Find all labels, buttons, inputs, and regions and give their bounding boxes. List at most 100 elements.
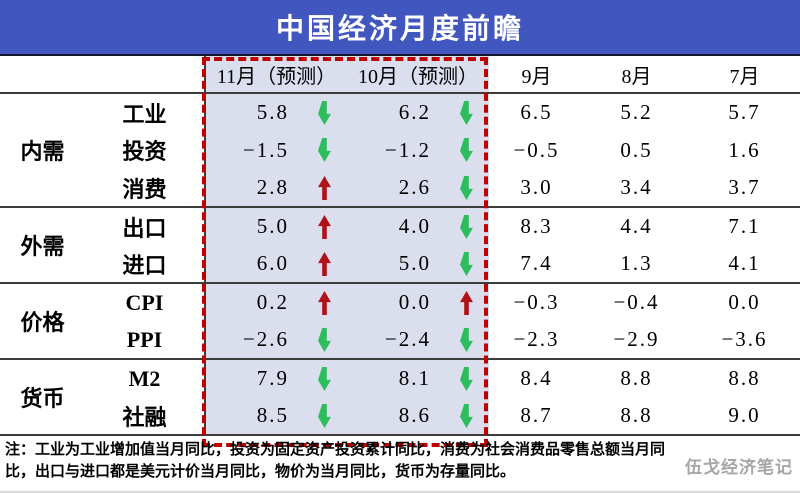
indicator-label: PPI [85, 321, 205, 360]
forecast-value: 5.8 [204, 93, 301, 131]
indicator-label: 工业 [122, 101, 167, 127]
forecast-value: 2.6 [347, 169, 444, 208]
table-row: 进口 6.0 5.0 7.4 1.3 4.1 [0, 245, 800, 284]
indicator-label: 社融 [85, 397, 205, 436]
forecast-value: −2.6 [204, 321, 301, 360]
actual-value: 8.8 [584, 397, 690, 436]
table-row: 价格 CPI 0.2 0.0 −0.3 −0.4 0.0 [0, 283, 800, 360]
actual-value: 0.0 [728, 290, 761, 314]
actual-value: 7.1 [728, 214, 761, 238]
footnote-line-2: 比，出口与进口都是美元计价当月同比，物价为当月同比，货币为存量同比。 [5, 463, 516, 480]
trend-arrow [301, 131, 348, 169]
column-header-aug: 8月 [584, 56, 690, 94]
trend-arrow [443, 131, 490, 169]
footnote-line-1: 注：工业为工业增加值当月同比，投资为固定资产投资累计同比，消费为社会消费品零售总… [5, 442, 666, 458]
indicator-label: 进口 [85, 245, 205, 284]
actual-value: 1.6 [728, 137, 761, 162]
trend-arrow [443, 169, 490, 208]
trend-arrow [443, 245, 490, 284]
trend-arrow [301, 169, 348, 208]
trend-arrow [443, 93, 490, 131]
actual-value: 8.8 [620, 366, 653, 390]
actual-value: 8.4 [520, 366, 553, 390]
column-header-sep: 9月 [489, 56, 585, 94]
forecast-value: 6.2 [347, 93, 444, 131]
trend-arrow [301, 283, 348, 321]
forecast-value: 7.9 [204, 359, 301, 397]
trend-arrow [301, 207, 348, 245]
watermark: 伍戈经济笔记 [685, 458, 793, 477]
group-label-external-demand: 外需 [0, 207, 85, 284]
table-row: 消费 2.8 2.6 3.0 3.4 3.7 [0, 169, 800, 208]
actual-value: −0.3 [513, 290, 560, 314]
indicator-label: 消费 [85, 169, 205, 208]
forecast-value: 0.2 [204, 283, 301, 321]
forecast-value: 6.0 [204, 245, 301, 284]
blank-header-cell [0, 56, 205, 94]
table-row: 内需 工业 5.8 6.2 6.5 5.2 5.7 [0, 93, 800, 208]
actual-value: 0.5 [620, 137, 653, 162]
actual-value: −0.5 [513, 137, 560, 162]
actual-value: 3.7 [689, 169, 800, 208]
actual-value: −3.6 [689, 321, 800, 360]
actual-value: 8.7 [489, 397, 585, 436]
forecast-value: 5.0 [347, 245, 444, 284]
trend-arrow [443, 397, 490, 436]
forecast-table: 11月（预测） 10月（预测） 9月 8月 7月 内需 工业 5.8 6.2 6… [0, 56, 800, 436]
actual-value: 9.0 [689, 397, 800, 436]
indicator-label: 投资 [122, 139, 167, 164]
actual-value: −2.3 [489, 321, 585, 360]
group-label-prices: 价格 [0, 283, 85, 360]
trend-arrow [301, 321, 348, 360]
trend-arrow [301, 245, 348, 284]
forecast-value: 8.5 [204, 397, 301, 436]
trend-arrow [443, 359, 490, 397]
actual-value: 5.7 [728, 100, 761, 124]
trend-arrow [301, 359, 348, 397]
group-label-domestic-demand: 内需 [0, 93, 85, 208]
forecast-value: 0.0 [347, 283, 444, 321]
column-header-jul: 7月 [689, 56, 800, 94]
actual-value: −2.9 [584, 321, 690, 360]
actual-value: 3.4 [584, 169, 690, 208]
column-header-oct-forecast: 10月（预测） [347, 56, 490, 94]
actual-value: 5.2 [620, 100, 653, 124]
group-label-money: 货币 [0, 359, 85, 436]
actual-value: 7.4 [489, 245, 585, 284]
table-row: 投资 −1.5 −1.2 −0.5 0.5 1.6 [0, 131, 800, 169]
page-title: 中国经济月度前瞻 [275, 13, 524, 44]
forecast-value: 2.8 [204, 169, 301, 208]
title-bar: 中国经济月度前瞻 [0, 0, 800, 56]
actual-value: −0.4 [613, 290, 660, 314]
indicator-label: CPI [125, 289, 164, 315]
forecast-value: −1.2 [347, 131, 444, 169]
footnote-bar: 注：工业为工业增加值当月同比，投资为固定资产投资累计同比，消费为社会消费品零售总… [0, 436, 800, 485]
forecast-value: −2.4 [347, 321, 444, 360]
table-row: 社融 8.5 8.6 8.7 8.8 9.0 [0, 397, 800, 436]
trend-arrow [443, 283, 490, 321]
table-row: 货币 M2 7.9 8.1 8.4 8.8 8.8 [0, 359, 800, 436]
column-header-nov-forecast: 11月（预测） [203, 56, 348, 94]
indicator-label: M2 [128, 365, 161, 391]
trend-arrow [301, 93, 348, 131]
actual-value: 8.3 [520, 214, 553, 238]
forecast-value: 4.0 [347, 207, 444, 245]
forecast-value: −1.5 [204, 131, 301, 169]
actual-value: 4.1 [689, 245, 800, 284]
trend-arrow [443, 321, 490, 360]
table-row: PPI −2.6 −2.4 −2.3 −2.9 −3.6 [0, 321, 800, 360]
trend-arrow [301, 397, 348, 436]
actual-value: 1.3 [584, 245, 690, 284]
forecast-value: 5.0 [204, 207, 301, 245]
actual-value: 6.5 [520, 100, 553, 124]
indicator-label: 出口 [122, 215, 167, 241]
forecast-value: 8.1 [347, 359, 444, 397]
table-row: 外需 出口 5.0 4.0 8.3 4.4 7.1 [0, 207, 800, 284]
forecast-value: 8.6 [347, 397, 444, 436]
trend-arrow [443, 207, 490, 245]
actual-value: 3.0 [489, 169, 585, 208]
actual-value: 8.8 [728, 366, 761, 390]
header-row: 11月（预测） 10月（预测） 9月 8月 7月 [0, 56, 800, 94]
actual-value: 4.4 [620, 214, 653, 238]
